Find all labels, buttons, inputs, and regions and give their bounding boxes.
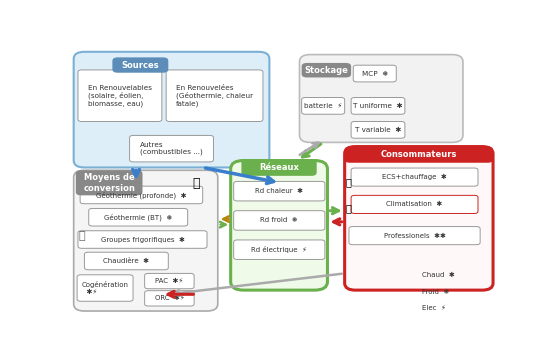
FancyBboxPatch shape xyxy=(351,195,478,214)
Text: Rd froid  ❅: Rd froid ❅ xyxy=(260,218,298,223)
Text: Sources: Sources xyxy=(122,60,159,70)
FancyBboxPatch shape xyxy=(353,65,396,82)
Text: 🏠: 🏠 xyxy=(345,177,351,187)
FancyBboxPatch shape xyxy=(77,275,133,301)
Text: 🏭: 🏭 xyxy=(79,231,85,241)
Text: Chaud  ✱: Chaud ✱ xyxy=(422,272,455,278)
FancyBboxPatch shape xyxy=(145,291,194,306)
FancyBboxPatch shape xyxy=(349,227,480,245)
FancyBboxPatch shape xyxy=(145,273,194,289)
Text: PAC  ✱⚡: PAC ✱⚡ xyxy=(155,278,184,284)
FancyBboxPatch shape xyxy=(76,170,143,195)
Text: Réseaux: Réseaux xyxy=(259,163,299,172)
Text: En Renouvelées
(Géothermie, chaleur
fatale): En Renouvelées (Géothermie, chaleur fata… xyxy=(176,85,253,107)
Text: Rd chaleur  ✱: Rd chaleur ✱ xyxy=(255,188,303,194)
Text: Stockage: Stockage xyxy=(305,66,349,75)
Text: Rd électrique  ⚡: Rd électrique ⚡ xyxy=(251,246,307,253)
Text: ORC  ✱⚡: ORC ✱⚡ xyxy=(154,295,184,301)
Text: ECS+chauffage  ✱: ECS+chauffage ✱ xyxy=(382,174,447,180)
FancyBboxPatch shape xyxy=(300,55,463,142)
FancyBboxPatch shape xyxy=(351,168,478,186)
FancyBboxPatch shape xyxy=(345,147,493,290)
FancyBboxPatch shape xyxy=(345,147,493,163)
Text: T uniforme  ✱: T uniforme ✱ xyxy=(353,103,403,109)
FancyBboxPatch shape xyxy=(74,52,269,168)
Text: 🏠: 🏠 xyxy=(193,177,200,190)
Text: MCP  ❅: MCP ❅ xyxy=(362,71,388,76)
Text: 🏭: 🏭 xyxy=(345,203,351,213)
Text: batterie  ⚡: batterie ⚡ xyxy=(304,103,342,109)
Text: En Renouvelables
(solaire, éolien,
biomasse, eau): En Renouvelables (solaire, éolien, bioma… xyxy=(88,85,152,107)
FancyBboxPatch shape xyxy=(89,209,188,226)
Text: Froid  ❅: Froid ❅ xyxy=(422,289,450,295)
FancyBboxPatch shape xyxy=(130,135,214,162)
Text: Climatisation  ✱: Climatisation ✱ xyxy=(386,201,443,207)
FancyBboxPatch shape xyxy=(241,159,317,176)
Text: Consommateurs: Consommateurs xyxy=(381,150,457,159)
Text: Moyens de
conversion: Moyens de conversion xyxy=(83,173,135,193)
FancyBboxPatch shape xyxy=(112,57,168,73)
FancyBboxPatch shape xyxy=(351,97,405,114)
Text: Chaudière  ✱: Chaudière ✱ xyxy=(103,258,149,264)
FancyBboxPatch shape xyxy=(74,170,218,311)
Text: Cogénération
  ✱⚡: Cogénération ✱⚡ xyxy=(82,281,129,295)
Text: Professionels  ✱✱: Professionels ✱✱ xyxy=(384,233,446,239)
FancyBboxPatch shape xyxy=(166,70,263,122)
FancyBboxPatch shape xyxy=(78,70,162,122)
FancyBboxPatch shape xyxy=(302,97,345,114)
Text: Autres
(combustibles ...): Autres (combustibles ...) xyxy=(140,142,203,155)
FancyBboxPatch shape xyxy=(84,252,168,270)
Text: Géothermie (profonde)  ✱: Géothermie (profonde) ✱ xyxy=(96,191,186,199)
FancyBboxPatch shape xyxy=(302,63,351,77)
FancyBboxPatch shape xyxy=(78,231,207,248)
Text: T variable  ✱: T variable ✱ xyxy=(355,127,401,133)
FancyBboxPatch shape xyxy=(234,240,325,260)
Text: Groupes frigorifiques  ✱: Groupes frigorifiques ✱ xyxy=(100,236,184,243)
Text: Géothermie (BT)  ❅: Géothermie (BT) ❅ xyxy=(104,214,172,221)
FancyBboxPatch shape xyxy=(231,160,327,290)
FancyBboxPatch shape xyxy=(234,181,325,201)
Text: Elec  ⚡: Elec ⚡ xyxy=(422,305,446,311)
FancyBboxPatch shape xyxy=(234,211,325,230)
FancyBboxPatch shape xyxy=(80,186,203,204)
FancyBboxPatch shape xyxy=(351,122,405,138)
